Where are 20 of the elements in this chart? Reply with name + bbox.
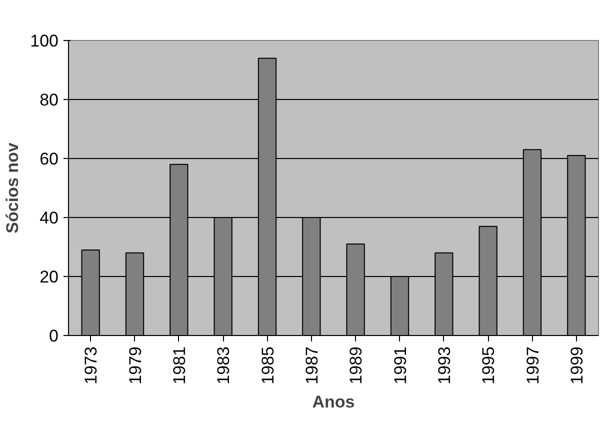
x-tick-label: 1981 <box>170 346 189 384</box>
x-tick-label: 1995 <box>479 346 498 384</box>
y-tick-label: 40 <box>40 208 59 228</box>
x-tick-label: 1979 <box>126 346 145 384</box>
x-tick-label: 1989 <box>346 346 366 384</box>
y-axis-title: Sócios nov <box>3 142 22 234</box>
x-tick-label: 1983 <box>214 346 234 384</box>
x-axis-title: Anos <box>312 392 355 412</box>
x-tick-label: 1987 <box>302 346 322 384</box>
x-tick-label: 1985 <box>258 346 278 384</box>
x-tick-label: 1973 <box>82 346 101 384</box>
y-tick-label: 20 <box>40 268 59 286</box>
x-tick-label: 1993 <box>434 346 454 384</box>
x-tick-label: 1997 <box>523 346 542 384</box>
y-tick-label: 60 <box>40 150 59 168</box>
x-tick-label: 1991 <box>390 346 410 384</box>
y-tick-label: 0 <box>49 326 59 346</box>
x-tick-label: 1999 <box>567 346 586 384</box>
y-tick-label: 80 <box>40 90 59 110</box>
y-tick-label: 100 <box>30 32 59 50</box>
